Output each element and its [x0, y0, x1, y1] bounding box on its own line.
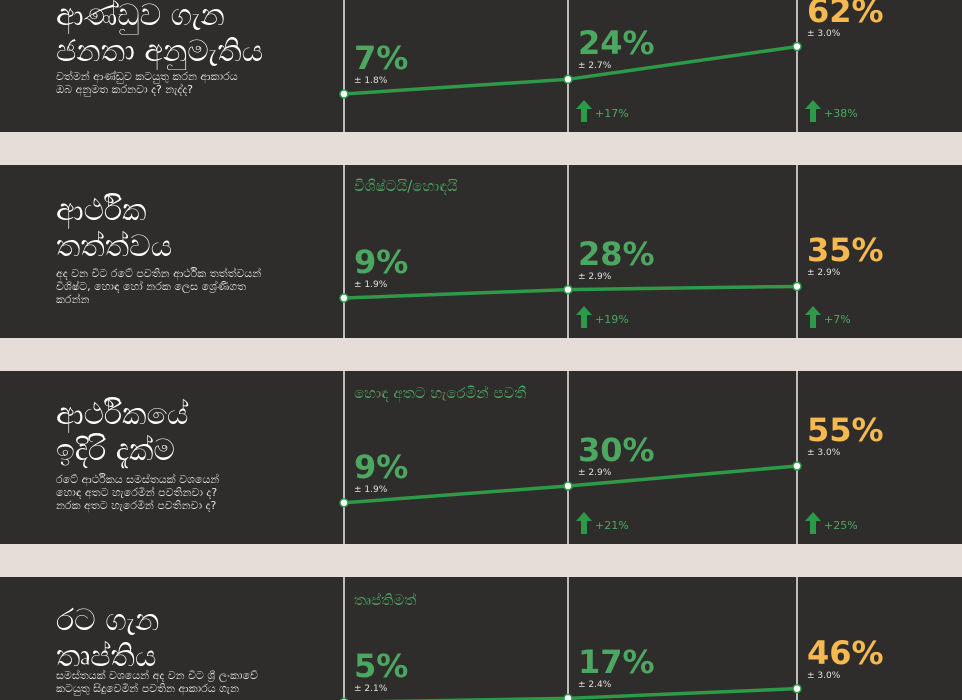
margin-of-error: ± 2.7%	[578, 61, 612, 72]
arrow-up-icon	[576, 512, 592, 534]
separator	[0, 544, 962, 577]
margin-of-error: ± 2.4%	[578, 680, 612, 691]
data-point	[339, 293, 349, 303]
column-divider	[796, 0, 798, 132]
panel-title: ආර්ථිකයේ ඉදිරි දැක්ම	[56, 397, 189, 468]
panel-title: රට ගැන තෘප්තිය	[56, 603, 160, 674]
value-label: 55%	[807, 411, 884, 449]
data-point	[792, 41, 802, 52]
series-label: විශිෂ්ටයි/හොඳයි	[354, 177, 458, 195]
column-divider	[343, 0, 345, 132]
data-point	[792, 683, 802, 694]
data-point	[563, 693, 573, 700]
margin-of-error: ± 2.9%	[578, 468, 612, 478]
data-point	[563, 481, 573, 491]
margin-of-error: ± 2.9%	[578, 271, 612, 282]
column-divider	[796, 165, 798, 338]
data-point	[792, 281, 802, 292]
panel-description: වත්මන් ආණ්ඩුව කටයුතු කරන ආකාරය ඔබ අනුමත …	[56, 70, 238, 96]
margin-of-error: ± 1.8%	[354, 75, 388, 86]
panel-description: රටේ ආර්ථිකය සමස්තයක් වශයෙන් හොඳ අතට හැරෙ…	[56, 473, 220, 512]
column-divider	[343, 165, 345, 338]
data-point	[563, 284, 573, 295]
arrow-up-icon	[805, 512, 821, 534]
series-label: තෘප්තිමත්	[354, 591, 417, 609]
trend-chart	[339, 281, 802, 303]
column-divider	[567, 371, 569, 544]
margin-of-error: ± 3.0%	[807, 670, 841, 681]
value-label: 9%	[354, 447, 409, 486]
panel-title: ආර්ථික තත්ත්වය	[56, 193, 173, 264]
change-label: +17%	[595, 107, 629, 120]
trend-chart	[339, 41, 802, 99]
change-label: +25%	[824, 519, 858, 532]
column-divider	[567, 165, 569, 338]
value-label: 35%	[807, 231, 884, 270]
column-divider	[796, 577, 798, 700]
arrow-up-icon	[805, 306, 821, 328]
value-label: 7%	[354, 38, 409, 77]
data-point	[792, 461, 802, 471]
change-label: +38%	[824, 107, 858, 120]
arrow-up-icon	[805, 100, 821, 122]
column-divider	[567, 0, 569, 132]
change-label: +19%	[595, 313, 629, 326]
change-label: +21%	[595, 519, 629, 532]
margin-of-error: ± 1.9%	[354, 280, 388, 290]
value-label: 24%	[578, 24, 655, 63]
margin-of-error: ± 2.9%	[807, 268, 841, 279]
trend-line	[342, 44, 799, 96]
data-point	[563, 74, 573, 85]
arrow-up-icon	[576, 306, 592, 328]
value-label: 17%	[578, 643, 655, 682]
separator	[0, 338, 962, 371]
value-label: 30%	[578, 431, 655, 469]
panel-country-satisfaction: රට ගැන තෘප්තිය සමස්තයක් වශයෙන් අද වන විට…	[0, 577, 962, 700]
margin-of-error: ± 3.0%	[807, 28, 841, 39]
column-divider	[343, 577, 345, 700]
panel-title: ආණ්ඩුව ගැන ජනතා අනුමැතිය	[56, 0, 264, 69]
trend-chart	[339, 461, 802, 508]
value-label: 9%	[354, 243, 409, 281]
value-label: 46%	[807, 633, 884, 672]
trend-chart	[339, 683, 802, 700]
panel-description: අද වන විට රටේ පවතින ආර්ථික තත්ත්වයන් විශ…	[56, 267, 262, 306]
margin-of-error: ± 2.1%	[354, 684, 388, 695]
value-label: 62%	[807, 0, 884, 30]
series-label: හොඳ අතට හැරෙමින් පවතී	[354, 384, 527, 402]
data-point	[339, 498, 349, 508]
panel-government-approval: ආණ්ඩුව ගැන ජනතා අනුමැතිය වත්මන් ආණ්ඩුව ක…	[0, 0, 962, 132]
arrow-up-icon	[576, 100, 592, 122]
column-divider	[343, 371, 345, 544]
value-label: 28%	[578, 234, 655, 273]
value-label: 5%	[354, 647, 409, 686]
margin-of-error: ± 1.9%	[354, 484, 388, 495]
separator	[0, 132, 962, 165]
margin-of-error: ± 3.0%	[807, 448, 841, 458]
column-divider	[796, 371, 798, 544]
panel-description: සමස්තයක් වශයෙන් අද වන විට ශ්‍රී ලංකාවේ ක…	[56, 669, 258, 695]
data-point	[339, 89, 349, 99]
panel-economic-outlook: ආර්ථිකයේ ඉදිරි දැක්ම රටේ ආර්ථිකය සමස්තයක…	[0, 371, 962, 544]
change-label: +7%	[824, 313, 851, 326]
column-divider	[567, 577, 569, 700]
panel-economic-condition: ආර්ථික තත්ත්වය අද වන විට රටේ පවතින ආර්ථි…	[0, 165, 962, 338]
